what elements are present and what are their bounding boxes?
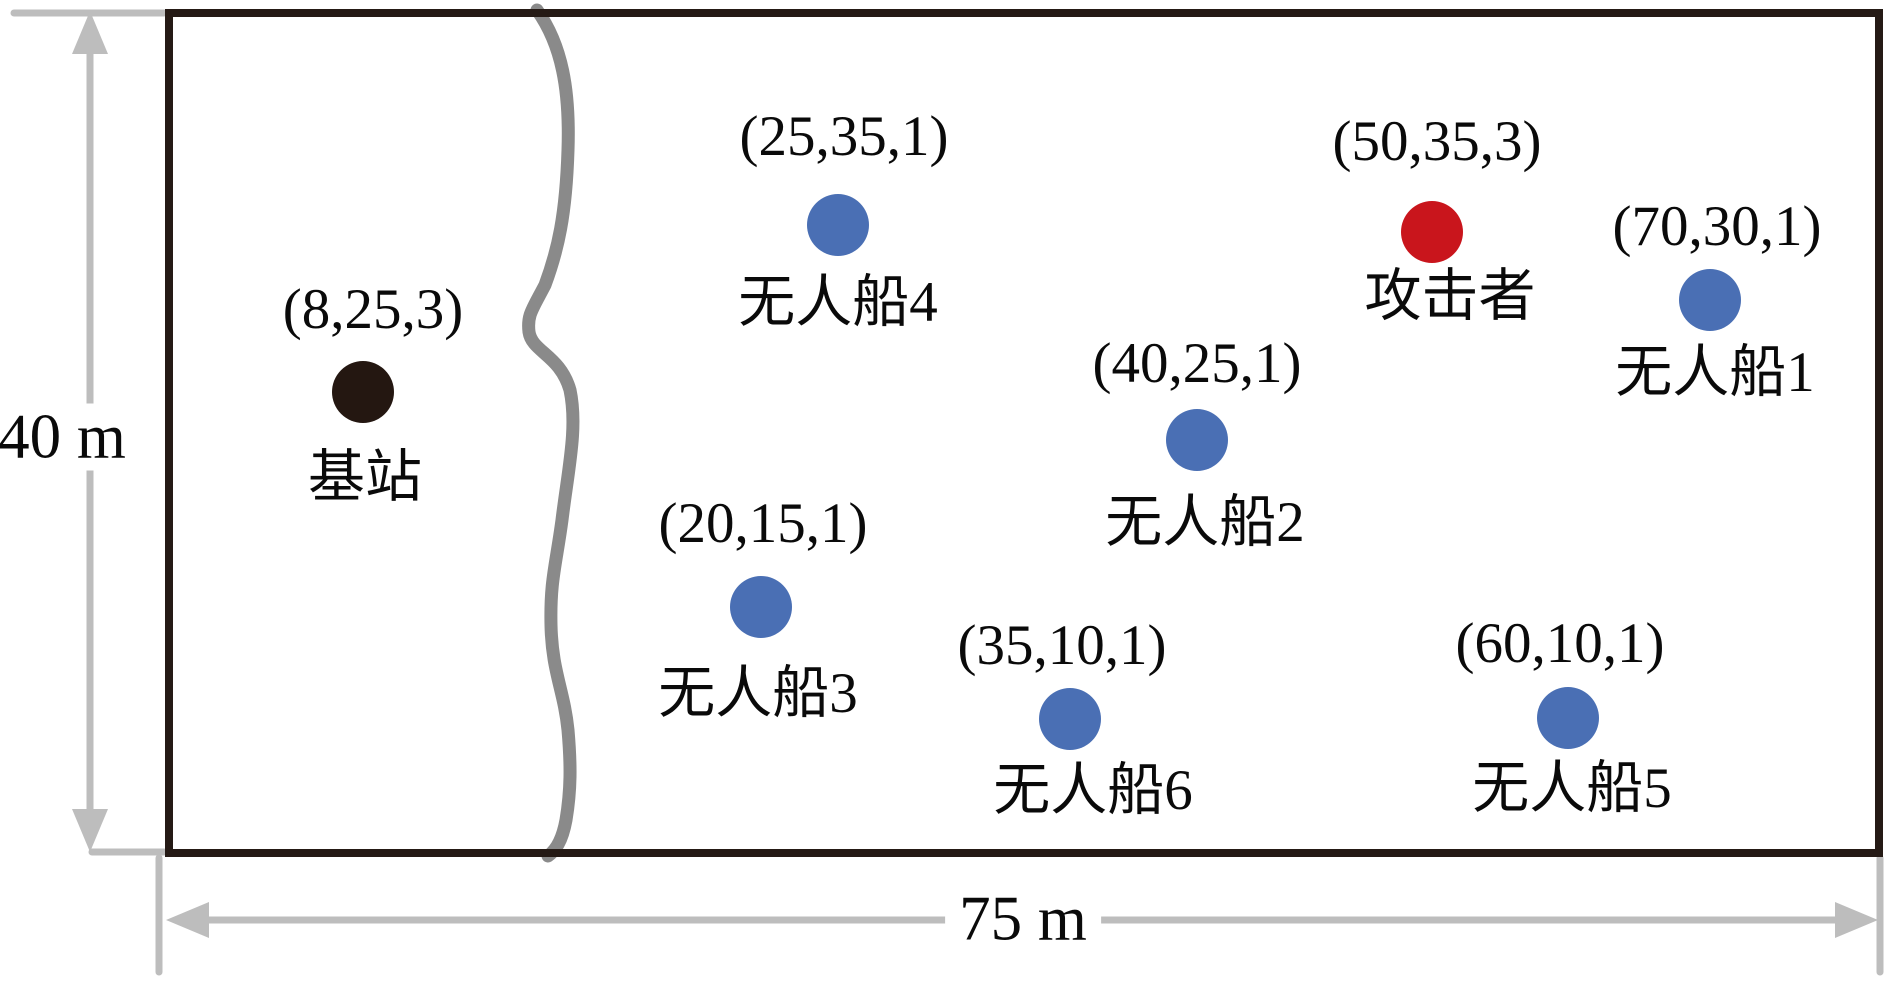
usv4-label: 无人船4 (738, 271, 938, 335)
usv3-label: 无人船3 (658, 662, 858, 726)
base-station-label: 基站 (308, 446, 422, 510)
attacker-coord-label: (50,35,3) (1332, 110, 1542, 174)
usv2-label: 无人船2 (1105, 491, 1305, 555)
region-divider-wavy-line (522, 3, 580, 863)
attacker-dot (1401, 201, 1463, 263)
width-dimension-label: 75 m (945, 885, 1101, 953)
arrowhead-down-icon (72, 809, 108, 852)
usv1-label: 无人船1 (1615, 341, 1815, 405)
usv6-coord-label: (35,10,1) (957, 614, 1167, 678)
usv4-coord-label: (25,35,1) (739, 105, 949, 169)
usv6-dot (1039, 688, 1101, 750)
base-station-coord-label: (8,25,3) (282, 278, 464, 342)
usv5-coord-label: (60,10,1) (1455, 612, 1665, 676)
usv5-dot (1537, 687, 1599, 749)
height-dimension-label: 40 m (0, 403, 140, 471)
arrowhead-left-icon (166, 902, 209, 938)
usv1-dot (1679, 269, 1741, 331)
usv2-coord-label: (40,25,1) (1092, 332, 1302, 396)
usv4-dot (807, 194, 869, 256)
usv1-coord-label: (70,30,1) (1612, 195, 1822, 259)
usv3-coord-label: (20,15,1) (658, 492, 868, 556)
usv3-dot (730, 576, 792, 638)
attacker-label: 攻击者 (1364, 265, 1536, 329)
area-rectangle (165, 9, 1883, 857)
usv6-label: 无人船6 (993, 759, 1193, 823)
arrowhead-up-icon (72, 11, 108, 54)
usv5-label: 无人船5 (1472, 757, 1672, 821)
base-station-dot (332, 361, 394, 423)
usv2-dot (1166, 409, 1228, 471)
arrowhead-right-icon (1835, 902, 1878, 938)
